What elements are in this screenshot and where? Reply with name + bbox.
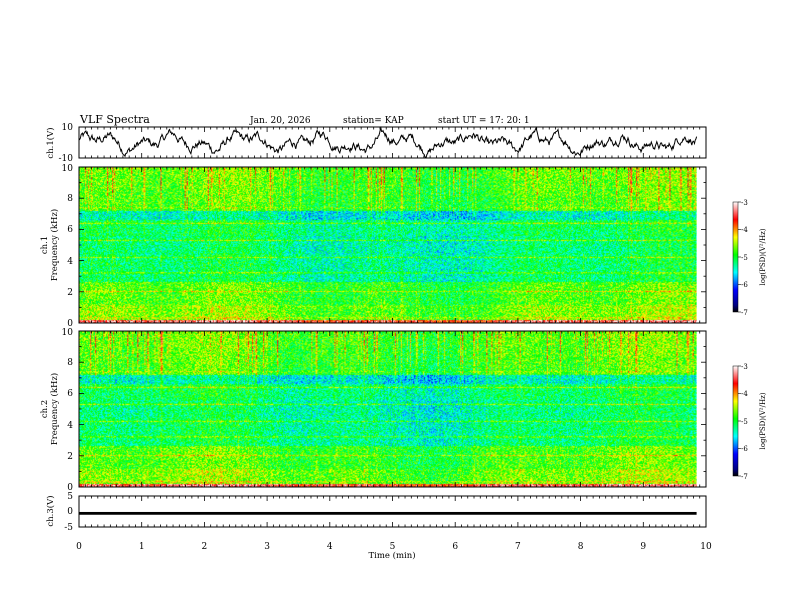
spec1-ytick-0: 0 [67, 319, 73, 329]
ch2-colorbar [732, 365, 739, 477]
ch2-spectrogram-image [79, 331, 697, 487]
axis-ticks [78, 127, 707, 527]
xtick-1: 1 [139, 542, 145, 552]
date-label: Jan. 20, 2026 [249, 116, 311, 126]
ch3-ytick-minus5: -5 [64, 523, 73, 533]
xtick-7: 7 [515, 542, 521, 552]
ch1-ytick-bottom: -10 [59, 154, 74, 164]
cb2-tick-minus4: -4 [741, 390, 748, 398]
spec1-ytick-8: 8 [67, 194, 73, 204]
ch1-spectrogram-image [79, 167, 697, 323]
xtick-6: 6 [452, 542, 458, 552]
spec1-ylabel-frequency: Frequency (kHz) [49, 209, 60, 281]
spec1-ytick-2: 2 [67, 288, 73, 298]
xtick-5: 5 [390, 542, 396, 552]
ch3-ytick-5: 5 [67, 492, 73, 502]
xtick-8: 8 [578, 542, 584, 552]
spec2-ylabel-channel: ch.2 [40, 400, 50, 418]
ch1-colorbar [732, 201, 739, 313]
xtick-2: 2 [202, 542, 208, 552]
cb2-tick-minus7: -7 [741, 473, 748, 481]
colorbar-ticks [738, 201, 741, 477]
cb1-tick-minus4: -4 [741, 226, 748, 234]
ch1-ytick-top: 10 [62, 123, 74, 133]
spec2-ylabel-frequency: Frequency (kHz) [49, 373, 60, 445]
xtick-4: 4 [327, 542, 333, 552]
spec1-ytick-10: 10 [62, 164, 74, 174]
ch3-waveform-trace [79, 511, 697, 515]
spec1-ytick-4: 4 [67, 257, 73, 267]
cb1-tick-minus6: -6 [741, 281, 748, 289]
ch1-waveform-trace [78, 126, 698, 158]
x-axis-label: Time (min) [368, 550, 415, 561]
cb1-tick-minus3: -3 [741, 199, 748, 207]
spec2-ytick-8: 8 [67, 358, 73, 368]
cb2-tick-minus5: -5 [741, 418, 748, 426]
spec1-ytick-6: 6 [67, 225, 73, 235]
spec2-ytick-6: 6 [67, 389, 73, 399]
ch3-ytick-0: 0 [67, 507, 73, 517]
cb2-tick-minus3: -3 [741, 363, 748, 371]
station-label: station= KAP [343, 116, 404, 126]
spec2-ytick-4: 4 [67, 421, 73, 431]
cb1-label: log(PSD)(V²/Hz) [759, 228, 767, 285]
xtick-10: 10 [700, 542, 712, 552]
ch3-ylabel: ch.3(V) [45, 495, 56, 526]
spec2-ytick-0: 0 [67, 483, 73, 493]
xtick-0: 0 [76, 542, 82, 552]
start-time-label: start UT = 17: 20: 1 [438, 116, 530, 126]
cb1-tick-minus5: -5 [741, 254, 748, 262]
figure-title: VLF Spectra [79, 113, 150, 126]
xtick-3: 3 [264, 542, 270, 552]
spec2-ytick-10: 10 [62, 328, 74, 338]
cb2-label: log(PSD)(V²/Hz) [759, 392, 767, 449]
cb2-tick-minus6: -6 [741, 445, 748, 453]
ch1-ylabel: ch.1(V) [45, 127, 56, 158]
spec2-ytick-2: 2 [67, 452, 73, 462]
cb1-tick-minus7: -7 [741, 309, 748, 317]
spec1-ylabel-channel: ch.1 [40, 236, 50, 254]
xtick-9: 9 [640, 542, 646, 552]
